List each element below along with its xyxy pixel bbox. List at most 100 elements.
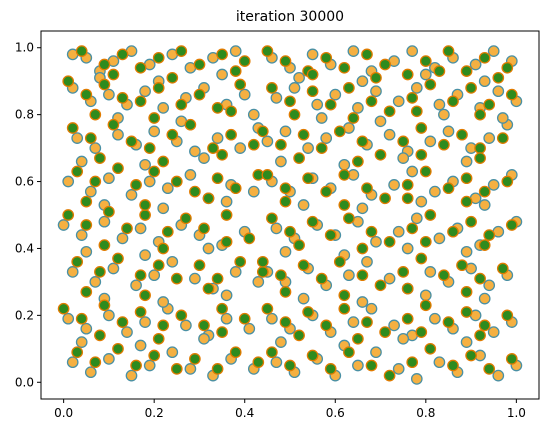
scatter-point-a-12	[103, 88, 115, 101]
scatter-point-a-139	[410, 212, 423, 225]
scatter-point-a-106	[261, 135, 274, 148]
scatter-point-a-82	[306, 48, 319, 61]
scatter-point-b-128	[460, 172, 473, 185]
scatter-point-a-226	[75, 336, 88, 348]
y-tick-label: 0.4	[15, 241, 34, 255]
scatter-point-a-22	[112, 128, 124, 141]
scatter-point-b-158	[279, 316, 292, 328]
scatter-point-b-8	[238, 55, 251, 67]
scatter-point-b-134	[324, 229, 337, 241]
scatter-point-b-154	[456, 259, 468, 272]
scatter-point-b-47	[220, 209, 233, 221]
scatter-point-a-58	[229, 266, 242, 278]
scatter-point-b-1	[98, 58, 111, 71]
scatter-point-b-73	[148, 349, 161, 362]
scatter-point-a-100	[410, 82, 423, 94]
scatter-point-b-41	[103, 205, 115, 218]
scatter-point-a-176	[370, 346, 382, 359]
scatter-point-b-44	[161, 225, 174, 238]
scatter-point-b-63	[134, 306, 147, 318]
scatter-point-a-127	[429, 185, 441, 198]
scatter-point-a-198	[75, 155, 88, 168]
scatter-point-b-91	[501, 61, 514, 74]
scatter-point-a-31	[84, 185, 97, 198]
scatter-point-b-167	[460, 306, 473, 318]
scatter-point-b-12	[116, 92, 129, 104]
scatter-point-b-110	[356, 135, 369, 148]
scatter-point-b-116	[474, 142, 486, 154]
scatter-point-b-102	[465, 82, 477, 94]
scatter-point-a-195	[374, 115, 387, 128]
scatter-point-b-189	[492, 71, 505, 84]
scatter-point-b-169	[501, 309, 514, 322]
scatter-point-b-78	[252, 356, 265, 369]
scatter-point-a-51	[89, 276, 102, 288]
scatter-point-b-140	[447, 225, 459, 238]
scatter-point-a-14	[139, 85, 151, 98]
scatter-point-b-127	[442, 182, 455, 195]
scatter-point-a-213	[139, 249, 151, 261]
scatter-point-a-177	[392, 363, 405, 375]
scatter-point-b-69	[71, 346, 84, 359]
scatter-point-b-39	[62, 209, 75, 221]
scatter-point-b-199	[216, 148, 228, 161]
scatter-point-a-33	[125, 189, 138, 201]
scatter-point-b-18	[234, 78, 247, 91]
scatter-point-b-101	[447, 95, 459, 108]
scatter-point-a-28	[234, 142, 247, 154]
scatter-point-b-141	[465, 215, 477, 228]
scatter-point-b-209	[401, 192, 414, 205]
scatter-point-b-135	[343, 212, 355, 225]
x-tick-label: 0.0	[54, 406, 73, 420]
scatter-point-a-74	[143, 359, 156, 372]
scatter-point-b-181	[483, 363, 496, 375]
scatter-point-a-108	[302, 142, 314, 154]
scatter-point-b-10	[80, 88, 93, 101]
scatter-point-b-215	[356, 242, 369, 255]
scatter-point-b-24	[166, 128, 179, 141]
scatter-point-a-188	[356, 75, 369, 88]
scatter-point-a-75	[166, 346, 179, 359]
scatter-point-b-143	[505, 219, 518, 231]
scatter-point-a-59	[252, 276, 265, 288]
scatter-point-b-45	[180, 212, 192, 225]
scatter-point-a-60	[62, 312, 75, 325]
scatter-point-a-199	[139, 158, 151, 171]
scatter-point-b-4	[152, 51, 165, 64]
scatter-point-a-43	[116, 232, 129, 245]
scatter-point-b-183	[107, 68, 120, 81]
scatter-point-b-37	[229, 182, 242, 195]
scatter-point-b-100	[424, 78, 437, 91]
scatter-point-a-68	[220, 312, 233, 325]
scatter-point-b-227	[216, 326, 228, 338]
scatter-point-a-232	[460, 336, 473, 348]
scatter-point-b-57	[234, 255, 247, 268]
scatter-point-b-86	[401, 68, 414, 81]
scatter-point-a-90	[469, 58, 482, 71]
scatter-point-a-130	[487, 179, 500, 191]
scatter-point-a-162	[347, 316, 360, 328]
scatter-point-a-44	[134, 222, 147, 235]
y-tick-label: 0.2	[15, 308, 34, 322]
x-tick-label: 0.4	[235, 406, 254, 420]
scatter-point-b-52	[134, 269, 147, 282]
scatter-point-b-218	[80, 286, 93, 298]
scatter-point-b-92	[266, 82, 278, 94]
scatter-point-b-192	[225, 105, 237, 118]
scatter-point-a-94	[288, 82, 301, 94]
scatter-point-b-184	[166, 71, 179, 84]
scatter-point-b-11	[98, 78, 111, 91]
scatter-point-a-32	[103, 172, 115, 185]
scatter-point-a-107	[279, 125, 292, 138]
scatter-point-b-172	[306, 349, 319, 362]
scatter-point-b-33	[148, 165, 161, 178]
scatter-point-b-120	[302, 172, 314, 185]
scatter-point-b-204	[80, 195, 93, 208]
scatter-point-a-19	[238, 88, 251, 101]
scatter-point-b-30	[89, 175, 102, 188]
scatter-point-b-157	[261, 302, 274, 315]
scatter-point-b-118	[261, 169, 274, 181]
scatter-point-b-148	[333, 255, 346, 268]
scatter-point-b-46	[198, 222, 210, 235]
scatter-point-b-66	[198, 319, 210, 332]
